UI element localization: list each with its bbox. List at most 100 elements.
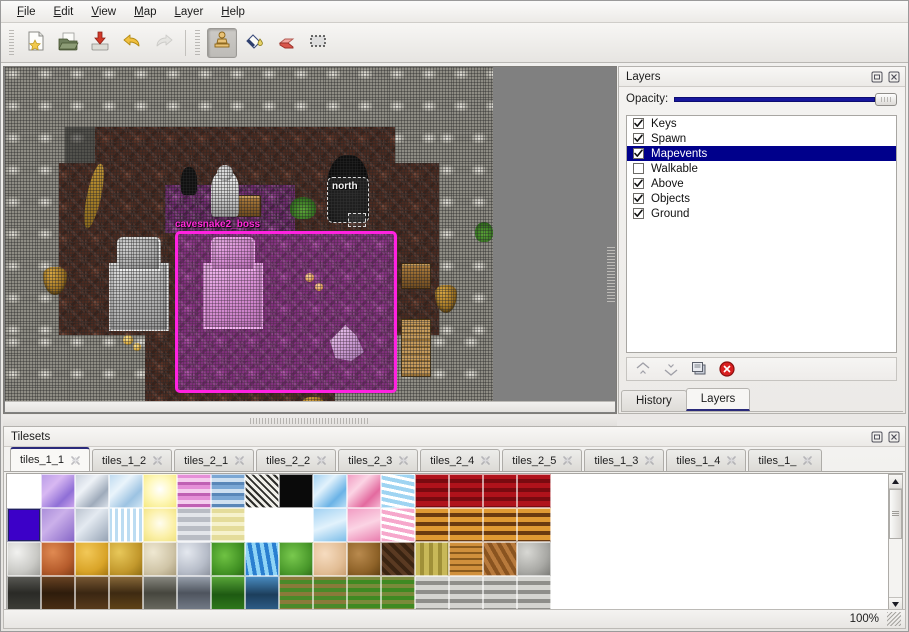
tileset-tile[interactable]: [109, 542, 143, 576]
menu-view[interactable]: View: [91, 5, 117, 18]
menu-help[interactable]: Help: [221, 5, 245, 18]
tileset-tile[interactable]: [177, 508, 211, 542]
tileset-tile[interactable]: [517, 542, 551, 576]
tileset-tile[interactable]: [75, 508, 109, 542]
tileset-tile[interactable]: [449, 542, 483, 576]
map-viewport[interactable]: cavesnake2_boss north: [5, 67, 493, 411]
layer-row-mapevents[interactable]: Mapevents: [627, 146, 896, 161]
tileset-tile[interactable]: [415, 474, 449, 508]
tileset-tile[interactable]: [449, 576, 483, 610]
stamp-tool-button[interactable]: [207, 27, 237, 58]
undo-button[interactable]: [117, 28, 147, 58]
tileset-tab-tiles_2_3[interactable]: tiles_2_3: [338, 449, 419, 471]
tileset-tab-close-icon[interactable]: [71, 455, 80, 465]
tileset-tile[interactable]: [41, 576, 75, 610]
tileset-tile[interactable]: [415, 576, 449, 610]
layer-row-objects[interactable]: Objects: [627, 191, 896, 206]
layer-row-ground[interactable]: Ground: [627, 206, 896, 221]
tileset-tile[interactable]: [41, 474, 75, 508]
tileset-tab-tiles_1_3[interactable]: tiles_1_3: [584, 449, 665, 471]
canvas-tilesets-splitter[interactable]: [3, 415, 617, 426]
tileset-tile[interactable]: [415, 542, 449, 576]
tileset-tile[interactable]: [415, 508, 449, 542]
tileset-tile[interactable]: [517, 474, 551, 508]
eraser-tool-button[interactable]: [271, 28, 301, 58]
tileset-tile[interactable]: [381, 474, 415, 508]
tileset-tile[interactable]: [347, 474, 381, 508]
close-icon[interactable]: [887, 70, 901, 84]
undock-icon[interactable]: [870, 430, 884, 444]
fill-tool-button[interactable]: [239, 28, 269, 58]
tileset-tab-tiles_2_1[interactable]: tiles_2_1: [174, 449, 255, 471]
tileset-tab-close-icon[interactable]: [399, 456, 409, 465]
tileset-tile[interactable]: [211, 508, 245, 542]
tileset-tile[interactable]: [211, 542, 245, 576]
menu-map[interactable]: Map: [134, 5, 157, 18]
tileset-tile[interactable]: [347, 542, 381, 576]
tileset-tab-close-icon[interactable]: [645, 456, 655, 465]
tileset-tile[interactable]: [177, 576, 211, 610]
tileset-tile[interactable]: [517, 508, 551, 542]
tileset-tile[interactable]: [245, 542, 279, 576]
tileset-tile[interactable]: [7, 508, 41, 542]
close-icon[interactable]: [887, 430, 901, 444]
tileset-tile[interactable]: [313, 474, 347, 508]
layer-visibility-checkbox[interactable]: [633, 148, 644, 159]
tileset-tile[interactable]: [211, 474, 245, 508]
tileset-tile-grid[interactable]: [7, 474, 551, 610]
layer-visibility-checkbox[interactable]: [633, 208, 644, 219]
tileset-tile[interactable]: [483, 508, 517, 542]
tileset-tile[interactable]: [75, 474, 109, 508]
scroll-down-button[interactable]: [889, 597, 902, 611]
toolbar-drag-grip[interactable]: [7, 29, 16, 56]
opacity-slider-handle[interactable]: [875, 93, 897, 106]
tools-drag-grip[interactable]: [193, 29, 202, 56]
new-map-button[interactable]: [21, 28, 51, 58]
tileset-tile[interactable]: [279, 474, 313, 508]
tileset-tile[interactable]: [7, 474, 41, 508]
tileset-tile[interactable]: [7, 542, 41, 576]
dock-tab-layers[interactable]: Layers: [685, 388, 751, 411]
layer-row-walkable[interactable]: Walkable: [627, 161, 896, 176]
tileset-tile[interactable]: [483, 576, 517, 610]
tileset-tab-close-icon[interactable]: [803, 456, 813, 465]
tileset-tile[interactable]: [143, 542, 177, 576]
tileset-tile[interactable]: [143, 508, 177, 542]
tileset-tab-tiles_1_2[interactable]: tiles_1_2: [92, 449, 173, 471]
tileset-tile[interactable]: [177, 474, 211, 508]
tileset-tile[interactable]: [245, 576, 279, 610]
scrollbar-thumb[interactable]: [889, 489, 902, 539]
tileset-tile[interactable]: [347, 576, 381, 610]
tileset-tile[interactable]: [245, 508, 279, 542]
canvas-scroll-grip[interactable]: [607, 247, 615, 303]
tileset-tab-tiles_2_4[interactable]: tiles_2_4: [420, 449, 501, 471]
tileset-tab-close-icon[interactable]: [563, 456, 573, 465]
tileset-tab-close-icon[interactable]: [727, 456, 737, 465]
tileset-tile[interactable]: [143, 474, 177, 508]
tileset-tile[interactable]: [313, 542, 347, 576]
tileset-tile[interactable]: [75, 542, 109, 576]
menu-edit[interactable]: Edit: [53, 5, 74, 18]
redo-button[interactable]: [149, 28, 179, 58]
save-map-button[interactable]: [85, 28, 115, 58]
tileset-tile[interactable]: [517, 576, 551, 610]
tileset-tab-close-icon[interactable]: [153, 456, 162, 465]
tileset-tile[interactable]: [109, 508, 143, 542]
tileset-tile[interactable]: [347, 508, 381, 542]
tileset-tile[interactable]: [449, 474, 483, 508]
tileset-tab-close-icon[interactable]: [235, 456, 244, 465]
tileset-tab-tiles_2_5[interactable]: tiles_2_5: [502, 449, 583, 471]
tileset-tile[interactable]: [279, 542, 313, 576]
layer-visibility-checkbox[interactable]: [633, 178, 644, 189]
layer-visibility-checkbox[interactable]: [633, 193, 644, 204]
map-event-marker[interactable]: [327, 177, 369, 223]
layer-visibility-checkbox[interactable]: [633, 133, 644, 144]
undock-icon[interactable]: [870, 70, 884, 84]
tileset-tile[interactable]: [177, 542, 211, 576]
map-canvas[interactable]: cavesnake2_boss north: [3, 66, 617, 414]
tileset-tile[interactable]: [41, 542, 75, 576]
layer-visibility-checkbox[interactable]: [633, 118, 644, 129]
tileset-tab-close-icon[interactable]: [481, 456, 491, 465]
tileset-tile[interactable]: [483, 542, 517, 576]
tileset-tile[interactable]: [381, 576, 415, 610]
